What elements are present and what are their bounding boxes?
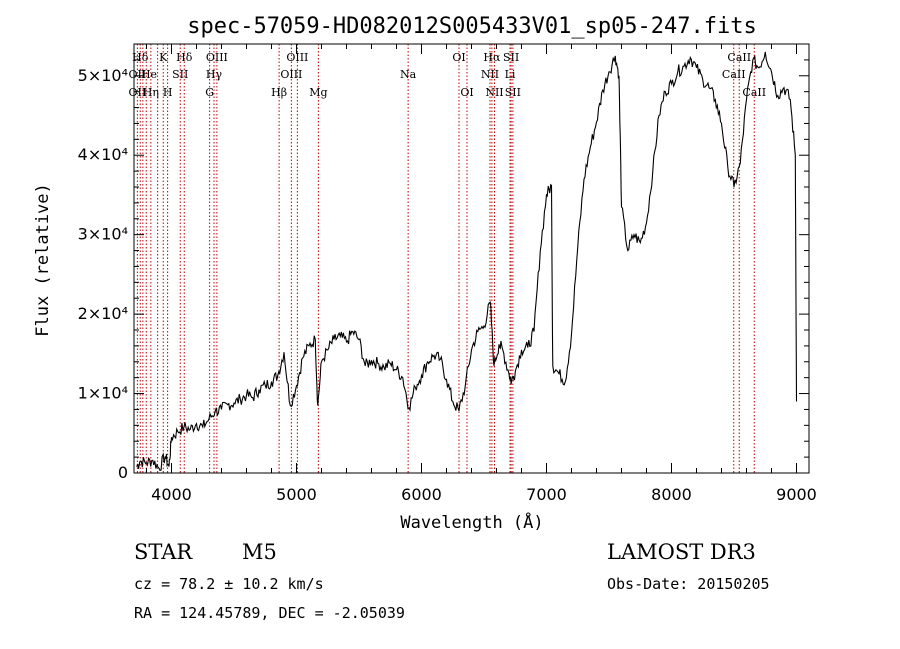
marker-label: Li: [505, 68, 516, 81]
observation-date: Obs-Date: 20150205: [607, 575, 770, 593]
marker-label: OIII: [286, 51, 308, 64]
x-tick-label: 6000: [401, 485, 442, 504]
marker-label: SII: [503, 51, 519, 64]
y-tick-label: 2×10⁴: [78, 304, 128, 323]
marker-label: Hα: [483, 51, 501, 64]
plot-frame: [133, 43, 810, 474]
marker-label: CaII: [742, 86, 766, 99]
marker-label: OII: [129, 86, 147, 99]
marker-label: SII: [505, 86, 521, 99]
survey-name: LAMOST DR3: [607, 540, 756, 564]
spectral-line-markers: [136, 44, 755, 473]
y-tick-label: 3×10⁴: [78, 225, 128, 244]
marker-label: Hη: [143, 86, 159, 99]
marker-label: Na: [400, 68, 417, 81]
x-tick-label: 9000: [776, 485, 817, 504]
object-class: STAR: [134, 540, 193, 564]
marker-label: H: [163, 86, 173, 99]
y-tick-label: 0: [118, 463, 128, 482]
marker-label: NII: [481, 68, 499, 81]
marker-label: Hγ: [206, 68, 223, 81]
x-tick-label: 7000: [526, 485, 567, 504]
y-tick-label: 1×10⁴: [78, 384, 128, 403]
redshift-velocity: cz = 78.2 ± 10.2 km/s: [134, 575, 324, 593]
marker-label: Mg: [309, 86, 327, 99]
marker-label: CaII: [722, 68, 746, 81]
marker-label: G: [205, 86, 214, 99]
axis-ticks: 4000 5000 6000 7000 8000 9000 0 1×10⁴ 2×10⁴ 3×10⁴…: [78, 43, 817, 504]
y-axis-label: Flux (relative): [33, 183, 53, 337]
marker-label: Hδ: [132, 51, 149, 64]
marker-label: OII: [129, 68, 147, 81]
x-tick-label: 5000: [276, 485, 317, 504]
y-tick-label: 4×10⁴: [78, 145, 128, 164]
marker-label: NII: [485, 86, 503, 99]
marker-label: OI: [452, 51, 465, 64]
x-tick-label: 4000: [151, 485, 192, 504]
marker-label: CaII: [727, 51, 751, 64]
marker-label: OIII: [206, 51, 228, 64]
marker-label: He: [141, 68, 157, 81]
marker-label: OI: [460, 86, 473, 99]
marker-label: OIII: [280, 68, 302, 81]
ra-dec-coordinates: RA = 124.45789, DEC = -2.05039: [134, 604, 405, 622]
marker-label: SII: [172, 68, 188, 81]
marker-label: Hδ: [176, 51, 193, 64]
y-tick-label: 5×10⁴: [78, 66, 128, 85]
spectrum-series-line: [136, 51, 798, 472]
chart-title: spec-57059-HD082012S005433V01_sp05-247.f…: [187, 14, 757, 39]
x-tick-label: 8000: [651, 485, 692, 504]
object-subclass: M5: [242, 540, 277, 564]
x-axis-label: Wavelength (Å): [400, 511, 543, 533]
marker-label: K: [159, 51, 168, 64]
marker-label: Hβ: [271, 86, 287, 99]
